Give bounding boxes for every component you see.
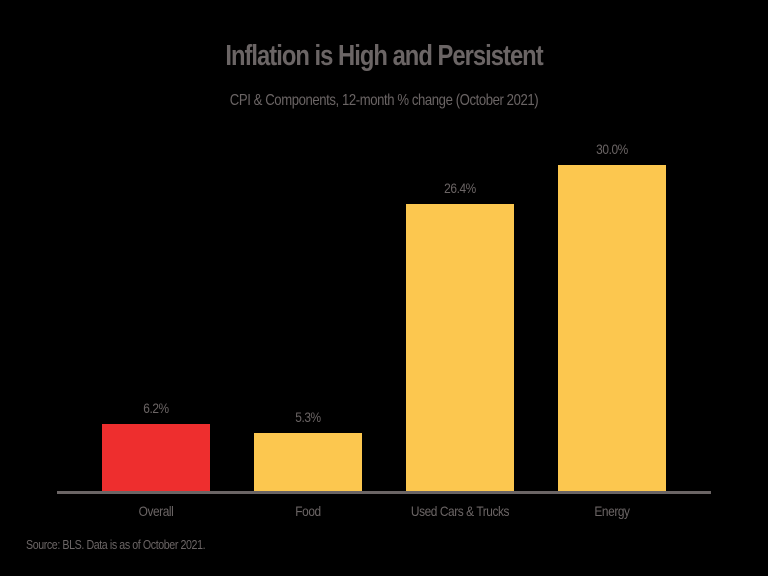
bar-energy: [558, 165, 666, 491]
value-label: 26.4%: [444, 180, 476, 197]
value-label: 30.0%: [596, 141, 628, 157]
category-label: Used Cars & Trucks: [410, 503, 510, 519]
category-label: Food: [295, 503, 321, 519]
bar-food: [254, 433, 362, 491]
chart-title: Inflation is High and Persistent: [225, 40, 543, 72]
value-label: 5.3%: [295, 409, 321, 426]
chart-subtitle: CPI & Components, 12-month % change (Oct…: [229, 92, 539, 109]
value-label: 6.2%: [143, 399, 169, 416]
bar-overall: [102, 423, 210, 491]
bar-used-cars-trucks: [406, 204, 514, 491]
source-note: Source: BLS. Data is as of October 2021.: [26, 537, 206, 552]
x-axis-line: [57, 491, 711, 494]
category-label: Energy: [594, 503, 630, 519]
category-label: Overall: [138, 503, 174, 519]
